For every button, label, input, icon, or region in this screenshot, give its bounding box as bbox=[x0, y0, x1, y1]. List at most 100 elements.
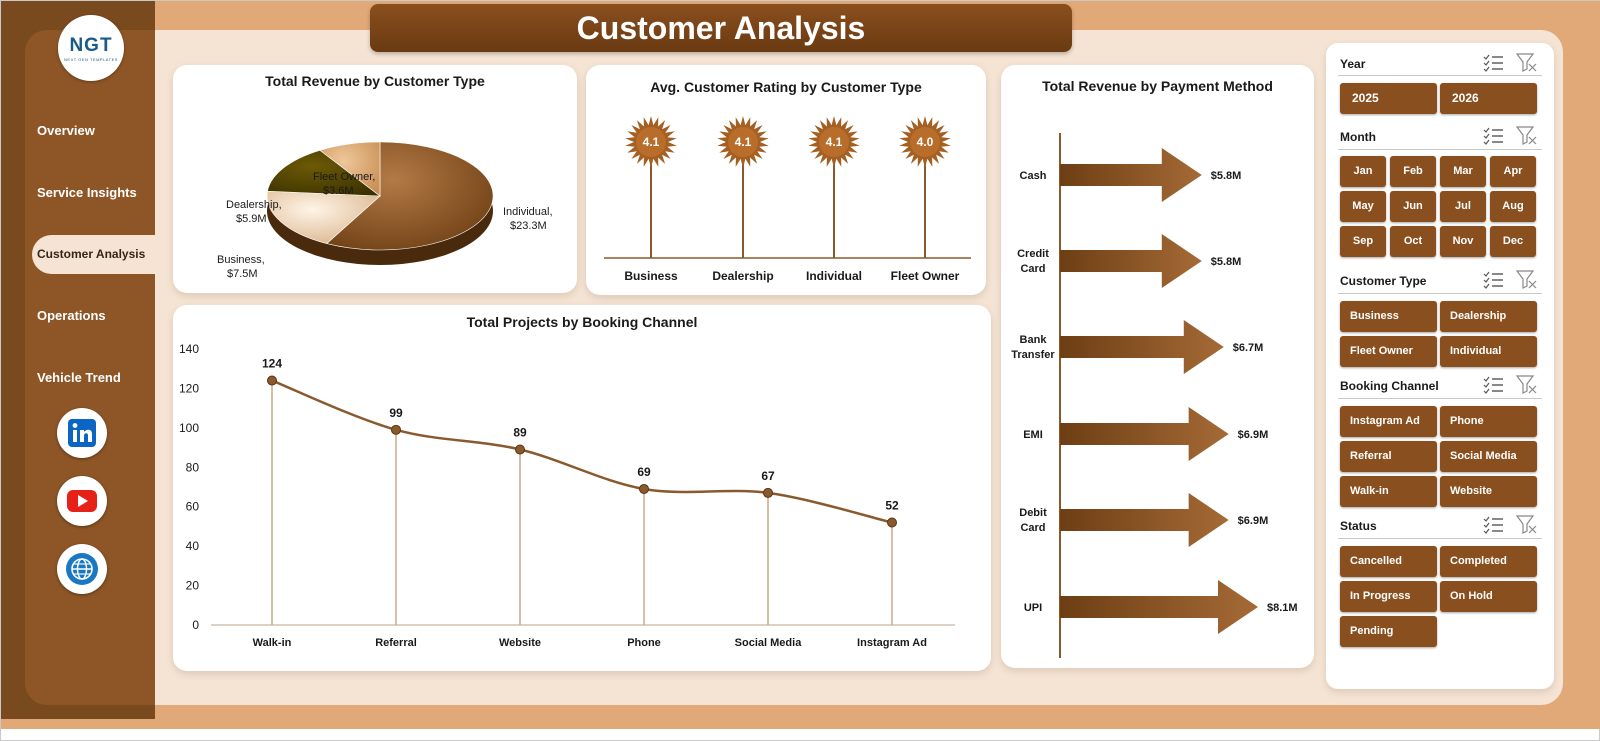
nav-customer-analysis[interactable]: Customer Analysis bbox=[32, 235, 155, 274]
customer-type-filter-business[interactable]: Business bbox=[1340, 301, 1437, 332]
rating-center bbox=[819, 127, 849, 157]
pie-slice-dealership bbox=[267, 149, 381, 197]
payment-category-label: UPI bbox=[1024, 602, 1042, 614]
revenue-by-payment-method-card: Total Revenue by Payment Method $5.8M Cas… bbox=[1001, 65, 1314, 668]
line-category-website: Website bbox=[499, 637, 541, 649]
pie-slice-individual bbox=[326, 141, 494, 251]
month-filter-sep[interactable]: Sep bbox=[1340, 226, 1386, 257]
line-chart: 0 20 40 60 80 100 120 140 Walk-in Referral Website… bbox=[179, 342, 955, 649]
month-filter-apr[interactable]: Apr bbox=[1490, 156, 1536, 187]
month-filter-mar[interactable]: Mar bbox=[1440, 156, 1486, 187]
payment-value-label: $5.8M bbox=[1211, 256, 1242, 268]
booking-channel-filter-phone[interactable]: Phone bbox=[1440, 406, 1537, 437]
logo-text: NGT bbox=[69, 35, 113, 56]
month-filter-aug[interactable]: Aug bbox=[1490, 191, 1536, 222]
year-filter-2026[interactable]: 2026 bbox=[1440, 83, 1537, 114]
rating-value-label: 4.0 bbox=[917, 135, 934, 149]
rating-mark-business: 4.1 bbox=[625, 116, 677, 258]
status-filter-on-hold[interactable]: On Hold bbox=[1440, 581, 1537, 612]
payment-chart: $5.8M Cash $5.8M Credit Card $6.7M Bank Transfe… bbox=[1011, 133, 1298, 658]
line-ytick-label: 40 bbox=[186, 539, 200, 553]
booking-channel-filter-referral[interactable]: Referral bbox=[1340, 441, 1437, 472]
payment-arrow-shape bbox=[1060, 234, 1202, 288]
line-data-label: 69 bbox=[637, 465, 651, 479]
nav-service-insights[interactable]: Service Insights bbox=[37, 185, 137, 200]
status-filter-completed[interactable]: Completed bbox=[1440, 546, 1537, 577]
payment-arrow-shape bbox=[1060, 493, 1229, 547]
youtube-button[interactable] bbox=[57, 476, 107, 526]
status-filter-cancelled[interactable]: Cancelled bbox=[1340, 546, 1437, 577]
payment-arrow-shape bbox=[1060, 580, 1258, 634]
payment-arrow-cash: $5.8M Cash bbox=[1020, 148, 1241, 202]
year-multiselect-icon[interactable] bbox=[1482, 52, 1504, 72]
pie-label-business: Business, bbox=[217, 254, 265, 266]
line-category-walk-in: Walk-in bbox=[253, 637, 292, 649]
month-filter-divider bbox=[1338, 149, 1542, 150]
pie-label-dealership: Dealership, bbox=[226, 199, 282, 211]
month-clear-filter-icon[interactable] bbox=[1515, 125, 1538, 145]
booking_channel-filter-label: Booking Channel bbox=[1340, 379, 1439, 393]
logo: NGT NEXT GEN TEMPLATES bbox=[58, 15, 124, 81]
customer-type-clear-filter-icon[interactable] bbox=[1515, 269, 1538, 289]
status-filter-in-progress[interactable]: In Progress bbox=[1340, 581, 1437, 612]
nav-vehicle-trend[interactable]: Vehicle Trend bbox=[37, 370, 121, 385]
youtube-icon bbox=[67, 490, 97, 512]
payment-category-label: Transfer bbox=[1011, 349, 1055, 361]
customer-type-filter-dealership[interactable]: Dealership bbox=[1440, 301, 1537, 332]
line-point-instagram-ad bbox=[887, 517, 897, 528]
website-globe-icon bbox=[66, 553, 98, 585]
logo-subtext: NEXT GEN TEMPLATES bbox=[64, 57, 118, 62]
month-filter-jan[interactable]: Jan bbox=[1340, 156, 1386, 187]
rating-by-customer-type-card: Avg. Customer Rating by Customer Type 4.… bbox=[586, 65, 986, 295]
payment-arrow-upi: $8.1M UPI bbox=[1024, 580, 1298, 634]
year-filter-2025[interactable]: 2025 bbox=[1340, 83, 1437, 114]
payment-value-label: $6.7M bbox=[1233, 342, 1264, 354]
customer-type-multiselect-icon[interactable] bbox=[1482, 269, 1504, 289]
booking-channel-clear-filter-icon[interactable] bbox=[1515, 374, 1538, 394]
page-title: Customer Analysis bbox=[370, 4, 1072, 52]
customer-type-filter-fleet-owner[interactable]: Fleet Owner bbox=[1340, 336, 1437, 367]
pie-label-fleet-owner: Fleet Owner, bbox=[313, 171, 375, 183]
status-filter-label: Status bbox=[1340, 519, 1377, 533]
month-filter-jun[interactable]: Jun bbox=[1390, 191, 1436, 222]
month-filter-oct[interactable]: Oct bbox=[1390, 226, 1436, 257]
month-filter-dec[interactable]: Dec bbox=[1490, 226, 1536, 257]
rating-mark-individual: 4.1 bbox=[808, 116, 860, 258]
pie-value-dealership: $5.9M bbox=[236, 213, 267, 225]
pie-value-fleet-owner: $3.6M bbox=[323, 185, 354, 197]
month-filter-label: Month bbox=[1340, 130, 1376, 144]
line-ytick-label: 120 bbox=[179, 381, 199, 395]
line-series bbox=[271, 379, 893, 524]
booking-channel-multiselect-icon[interactable] bbox=[1482, 374, 1504, 394]
booking-channel-filter-instagram-ad[interactable]: Instagram Ad bbox=[1340, 406, 1437, 437]
line-category-referral: Referral bbox=[375, 637, 417, 649]
booking_channel-filter-divider bbox=[1338, 398, 1542, 399]
customer-type-filter-individual[interactable]: Individual bbox=[1440, 336, 1537, 367]
nav-operations[interactable]: Operations bbox=[37, 308, 106, 323]
payment-arrow-bank-transfer: $6.7M Bank Transfer bbox=[1011, 320, 1263, 374]
month-filter-feb[interactable]: Feb bbox=[1390, 156, 1436, 187]
year-clear-filter-icon[interactable] bbox=[1515, 52, 1538, 72]
rating-center bbox=[910, 127, 940, 157]
line-ytick-label: 20 bbox=[186, 579, 200, 593]
month-filter-may[interactable]: May bbox=[1340, 191, 1386, 222]
status-filter-pending[interactable]: Pending bbox=[1340, 616, 1437, 647]
month-filter-nov[interactable]: Nov bbox=[1440, 226, 1486, 257]
linkedin-button[interactable] bbox=[57, 408, 107, 458]
payment-arrow-emi: $6.9M EMI bbox=[1023, 407, 1268, 461]
line-point-social-media bbox=[763, 487, 773, 498]
status-multiselect-icon[interactable] bbox=[1482, 514, 1504, 534]
payment-value-label: $6.9M bbox=[1238, 515, 1269, 527]
website-button[interactable] bbox=[57, 544, 107, 594]
booking-channel-filter-website[interactable]: Website bbox=[1440, 476, 1537, 507]
payment-arrow-shape bbox=[1060, 407, 1229, 461]
month-multiselect-icon[interactable] bbox=[1482, 125, 1504, 145]
month-filter-jul[interactable]: Jul bbox=[1440, 191, 1486, 222]
booking-channel-filter-walk-in[interactable]: Walk-in bbox=[1340, 476, 1437, 507]
booking-channel-filter-social-media[interactable]: Social Media bbox=[1440, 441, 1537, 472]
line-data-label: 89 bbox=[513, 426, 527, 440]
rating-category-individual: Individual bbox=[806, 269, 862, 283]
status-clear-filter-icon[interactable] bbox=[1515, 514, 1538, 534]
line-chart-title: Total Projects by Booking Channel bbox=[466, 314, 698, 330]
nav-overview[interactable]: Overview bbox=[37, 123, 95, 138]
